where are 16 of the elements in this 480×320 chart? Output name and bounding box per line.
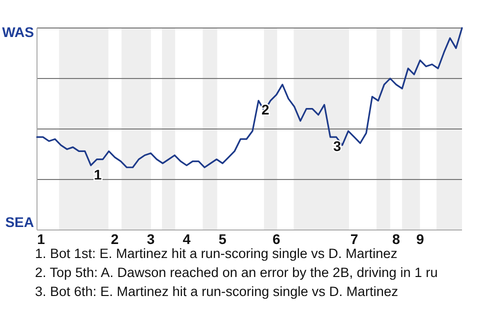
x-tick-label: 2 [110,231,119,247]
text: SEA [5,214,34,230]
x-tick-label: 8 [392,231,400,247]
annotation: 3 [333,138,342,154]
x-tick-label: 1 [37,231,46,247]
x-tick-label: 5 [218,231,227,247]
text: 3. Bot 6th: E. Martinez hit a run-scoring single vs D. Martinez [35,284,398,299]
x-tick-label: 9 [416,231,424,247]
text: WAS [2,24,34,40]
x-tick-label: 6 [272,231,281,247]
text: 2. Top 5th: A. Dawson reached on an error by the 2B, driving in 1 ru [35,265,438,280]
x-tick-label: 4 [182,231,191,247]
x-tick-label: 3 [146,231,155,247]
annotation: 1 [94,166,102,182]
text: 1. Bot 1st: E. Martinez hit a run-scoring single vs D. Martinez [35,246,398,261]
x-tick-label: 7 [350,231,358,247]
